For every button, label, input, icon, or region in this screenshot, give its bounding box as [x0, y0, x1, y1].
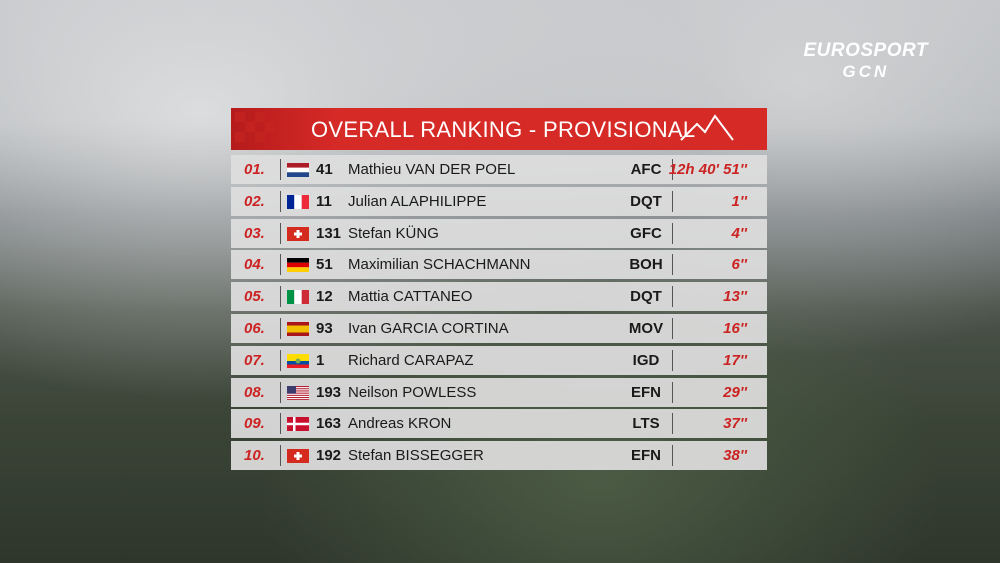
separator: [280, 413, 281, 435]
bib-number: 131: [316, 224, 342, 242]
mountain-icon: [680, 114, 734, 141]
separator: [672, 159, 673, 180]
separator: [672, 413, 673, 435]
ranking-row: 08. 193 Neilson POWLESS EFN 29'': [231, 377, 767, 407]
separator: [672, 286, 673, 308]
bib-number: 93: [316, 320, 333, 337]
rank: 07.: [244, 351, 265, 369]
title: OVERALL RANKING - PROVISIONAL: [311, 117, 696, 142]
team: AFC: [630, 161, 662, 178]
bib-number: 11: [316, 192, 332, 210]
separator: [672, 381, 673, 403]
separator: [280, 445, 281, 467]
ranking-row: 04. 51 Maximilian SCHACHMANN BOH 6'': [231, 250, 767, 280]
separator: [280, 222, 281, 244]
separator: [672, 222, 673, 244]
separator: [280, 254, 281, 276]
bib-number: 193: [316, 383, 342, 401]
checker-decor: [235, 112, 275, 142]
rank: 08.: [244, 383, 265, 401]
ranking-row: 03. 131 Stefan KÜNG GFC 4'': [231, 218, 767, 248]
flag: [287, 322, 309, 336]
time-gap: 38'': [723, 447, 747, 465]
time-gap: 17'': [723, 351, 747, 369]
team: EFN: [631, 383, 661, 401]
team: GFC: [630, 224, 662, 242]
time-gap: 29'': [723, 383, 747, 401]
team: IGD: [632, 351, 660, 369]
rider-name: Julian ALAPHILIPPE: [348, 192, 487, 210]
rider-name: Richard CARAPAZ: [348, 351, 474, 369]
flag: [287, 385, 309, 400]
separator: [280, 286, 281, 308]
ranking-row: 05. 12 Mattia CATTANEO DQT 13'': [231, 282, 767, 312]
time-gap: 12h 40' 51'': [668, 161, 747, 178]
flag: [287, 226, 309, 241]
time-gap: 4'': [731, 224, 747, 242]
flag: [287, 353, 309, 368]
team: DQT: [630, 288, 662, 306]
team: BOH: [629, 256, 663, 274]
time-gap: 6'': [731, 256, 747, 274]
rider-name: Neilson POWLESS: [348, 383, 477, 401]
ranking-row: 02. 11 Julian ALAPHILIPPE DQT 1'': [231, 186, 767, 216]
logo: EUROSPORT GCN: [803, 40, 928, 82]
rider-name: Maximilian SCHACHMANN: [348, 256, 531, 274]
separator: [672, 318, 673, 339]
bib-number: 192: [316, 447, 342, 465]
flag: [287, 449, 309, 464]
rank: 03.: [244, 224, 265, 242]
flag: [287, 194, 309, 209]
flag: [287, 417, 309, 432]
separator: [280, 318, 281, 339]
bib-number: 163: [316, 415, 342, 433]
separator: [672, 190, 673, 212]
rank: 01.: [244, 161, 265, 178]
time-gap: 37'': [723, 415, 747, 433]
separator: [672, 349, 673, 371]
ranking-row: 10. 192 Stefan BISSEGGER EFN 38'': [231, 441, 767, 471]
rider-name: Ivan GARCIA CORTINA: [348, 320, 509, 337]
header: OVERALL RANKING - PROVISIONAL: [231, 108, 767, 150]
rank: 04.: [244, 256, 265, 274]
rank: 02.: [244, 192, 265, 210]
bib-number: 41: [316, 161, 333, 178]
team: LTS: [632, 415, 660, 433]
separator: [280, 159, 281, 180]
ranking-row: 07. 1 Richard CARAPAZ IGD 17'': [231, 345, 767, 375]
rank: 09.: [244, 415, 265, 433]
rider-name: Stefan BISSEGGER: [348, 447, 484, 465]
rider-name: Mathieu VAN DER POEL: [348, 161, 516, 178]
flag: [287, 163, 309, 177]
ranking-row: 06. 93 Ivan GARCIA CORTINA MOV 16'': [231, 314, 767, 343]
flag: [287, 258, 309, 273]
time-gap: 1'': [731, 192, 747, 210]
separator: [280, 349, 281, 371]
team: DQT: [630, 192, 662, 210]
rank: 10.: [244, 447, 265, 465]
time-gap: 13'': [723, 288, 747, 306]
rider-name: Stefan KÜNG: [348, 224, 439, 242]
bib-number: 1: [316, 351, 325, 369]
rider-name: Mattia CATTANEO: [348, 288, 473, 306]
rank: 06.: [244, 320, 265, 337]
flag: [287, 290, 309, 305]
separator: [672, 445, 673, 467]
separator: [672, 254, 673, 276]
bib-number: 51: [316, 256, 333, 274]
logo-sub: GCN: [842, 62, 890, 81]
separator: [280, 190, 281, 212]
separator: [280, 381, 281, 403]
team: EFN: [631, 447, 661, 465]
time-gap: 16'': [723, 320, 747, 337]
ranking-row: 01. 41 Mathieu VAN DER POEL AFC 12h 40' 51'': [231, 155, 767, 184]
team: MOV: [628, 320, 664, 337]
rank: 05.: [244, 288, 265, 306]
bib-number: 12: [316, 288, 333, 306]
logo-name: EUROSPORT: [803, 40, 928, 61]
rider-name: Andreas KRON: [348, 415, 452, 433]
ranking-row: 09. 163 Andreas KRON LTS 37'': [231, 409, 767, 439]
